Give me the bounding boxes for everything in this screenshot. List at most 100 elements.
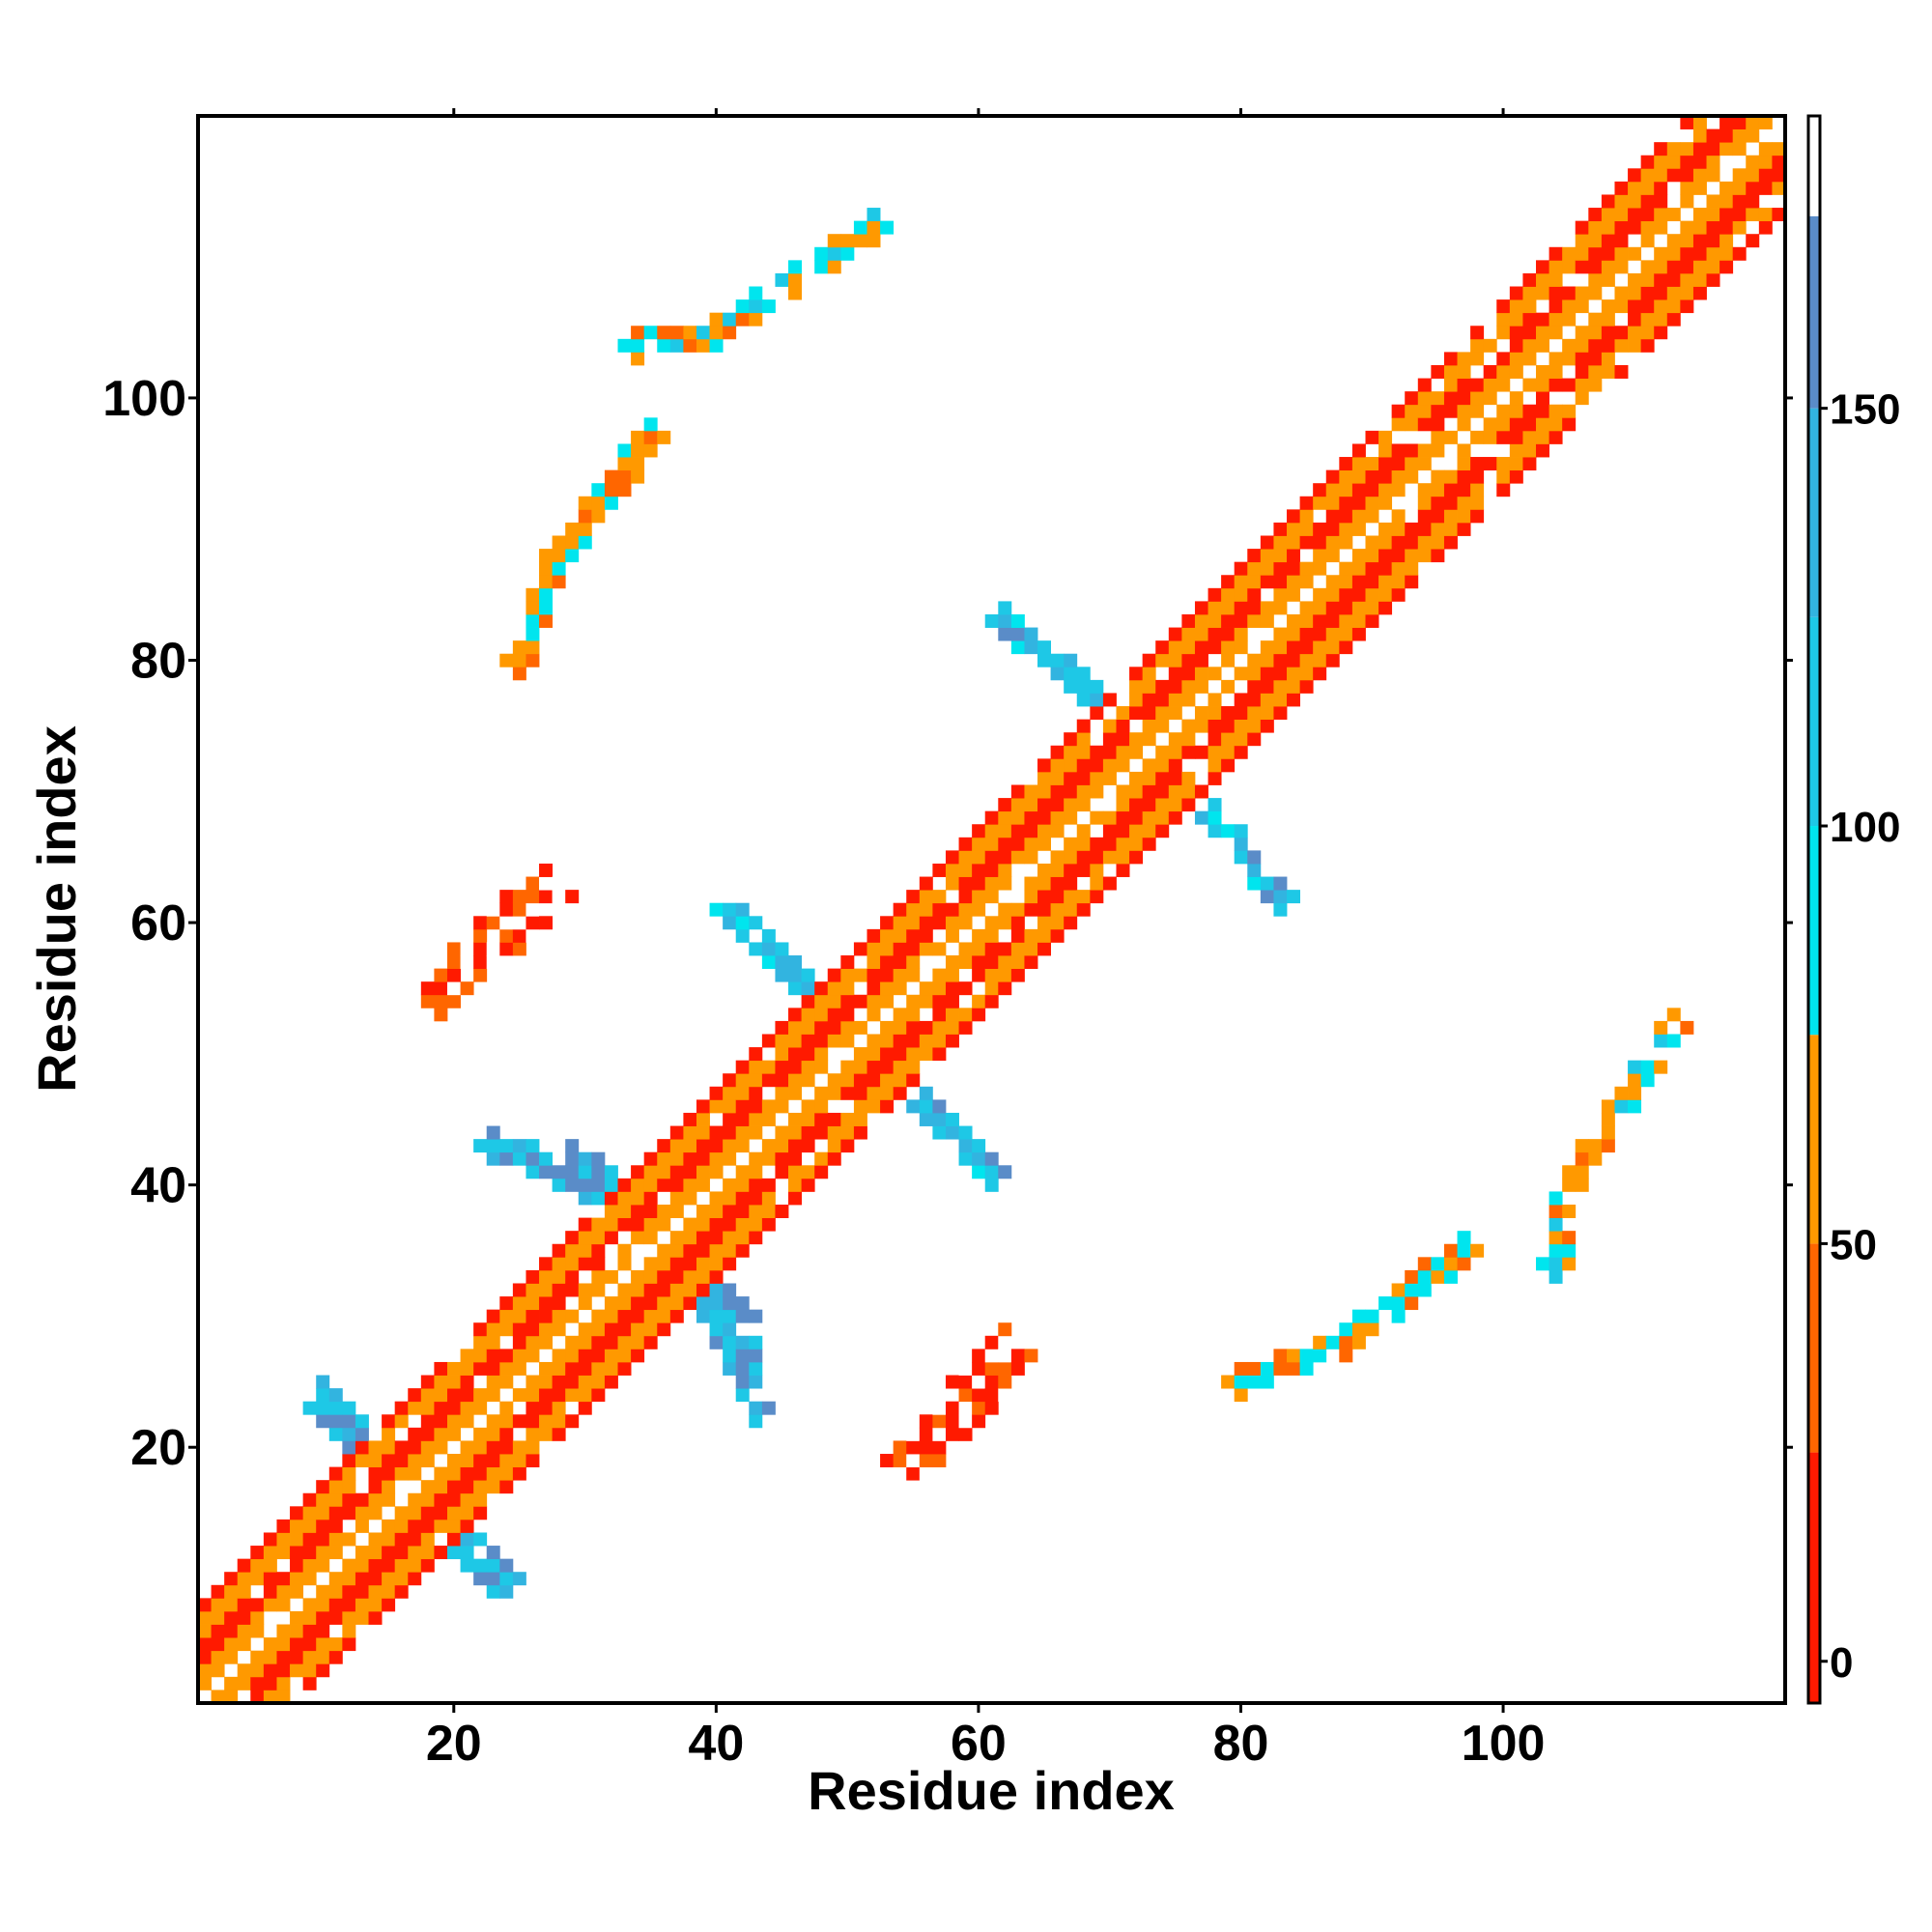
heatmap-cell [867, 1099, 881, 1114]
heatmap-cell [1064, 902, 1078, 917]
heatmap-cell [1273, 876, 1288, 891]
heatmap-cell [1588, 220, 1603, 235]
heatmap-cell [683, 338, 697, 353]
heatmap-cell [1221, 706, 1236, 721]
heatmap-cell [1746, 155, 1760, 169]
heatmap-cell [604, 1375, 618, 1389]
heatmap-cell [683, 1112, 697, 1126]
heatmap-cell [1221, 824, 1236, 838]
heatmap-cell [1772, 168, 1786, 183]
heatmap-cell [237, 1572, 251, 1586]
heatmap-cell [1575, 299, 1589, 314]
heatmap-cell [539, 1257, 554, 1271]
heatmap-cell [552, 1257, 566, 1271]
heatmap-cell [328, 1650, 343, 1664]
heatmap-cell [394, 1558, 409, 1573]
heatmap-cell [1391, 1283, 1406, 1297]
heatmap-cell [1470, 483, 1485, 497]
heatmap-cell [1102, 719, 1117, 733]
heatmap-cell [1391, 404, 1406, 418]
heatmap-cell [394, 1401, 409, 1415]
heatmap-cell [1562, 417, 1577, 432]
heatmap-cell [1064, 850, 1078, 865]
heatmap-cell [1575, 246, 1589, 261]
heatmap-cell [394, 1546, 409, 1560]
heatmap-cell [552, 561, 566, 576]
heatmap-cell [473, 1388, 488, 1403]
heatmap-cell [696, 1296, 710, 1311]
heatmap-cell [302, 1546, 317, 1560]
heatmap-cell [880, 1020, 895, 1035]
heatmap-cell [499, 1466, 514, 1481]
heatmap-cell [1168, 667, 1182, 681]
heatmap-cell [578, 1388, 592, 1403]
heatmap-cell [788, 1151, 803, 1166]
heatmap-cell [1391, 483, 1406, 497]
heatmap-cell [1378, 457, 1393, 471]
heatmap-cell [1129, 679, 1144, 694]
heatmap-cell [617, 1283, 632, 1297]
heatmap-cell [1024, 810, 1038, 825]
heatmap-cell [539, 1427, 554, 1441]
heatmap-cell [1719, 181, 1734, 195]
heatmap-cell [749, 1375, 763, 1389]
heatmap-cell [302, 1624, 317, 1638]
heatmap-cell [1129, 824, 1144, 838]
heatmap-cell [1457, 443, 1471, 458]
heatmap-cell [526, 1427, 540, 1441]
heatmap-cell [683, 1125, 697, 1140]
heatmap-cell [1562, 404, 1577, 418]
heatmap-cell [867, 1060, 881, 1074]
heatmap-cell [473, 1349, 488, 1363]
heatmap-cell [709, 1205, 724, 1218]
heatmap-cell [1692, 142, 1707, 156]
heatmap-cell [761, 1034, 776, 1048]
heatmap-cell [723, 1257, 737, 1271]
heatmap-cell [499, 1558, 514, 1573]
heatmap-cell [1010, 640, 1025, 655]
heatmap-cell [1208, 758, 1222, 773]
heatmap-cell [1548, 312, 1563, 327]
heatmap-cell [1247, 549, 1262, 563]
heatmap-cell [998, 942, 1012, 956]
heatmap-cell [617, 1349, 632, 1363]
heatmap-cell [945, 1375, 959, 1389]
heatmap-cell [788, 1125, 803, 1140]
heatmap-cell [1155, 810, 1170, 825]
heatmap-cell [1287, 653, 1300, 668]
heatmap-cell [1405, 469, 1419, 484]
heatmap-cell [263, 1690, 277, 1704]
heatmap-cell [526, 928, 540, 943]
heatmap-cell [211, 1598, 225, 1612]
heatmap-cell [1628, 326, 1642, 340]
heatmap-cell [749, 1125, 763, 1140]
heatmap-cell [669, 1205, 684, 1218]
heatmap-cell [853, 1099, 867, 1114]
heatmap-cell [631, 443, 645, 458]
heatmap-cell [434, 1480, 448, 1494]
heatmap-cell [1064, 758, 1078, 773]
heatmap-cell [1142, 732, 1156, 747]
heatmap-cell [1287, 535, 1300, 550]
heatmap-cell [1575, 338, 1589, 353]
heatmap-cell [1680, 168, 1694, 183]
heatmap-cell [1601, 1112, 1615, 1126]
heatmap-cell [1247, 601, 1262, 615]
heatmap-cell [735, 1191, 750, 1206]
heatmap-cell [394, 1454, 409, 1467]
heatmap-cell [696, 1283, 710, 1297]
heatmap-cell [1548, 1269, 1563, 1284]
heatmap-cell [1692, 116, 1707, 129]
heatmap-cell [473, 916, 488, 930]
heatmap-cell [316, 1388, 330, 1403]
heatmap-cell [1692, 246, 1707, 261]
heatmap-cell [1010, 955, 1025, 969]
heatmap-cell [643, 1309, 658, 1323]
heatmap-cell [1090, 693, 1104, 707]
heatmap-cell [1181, 732, 1196, 747]
heatmap-cell [1628, 1086, 1642, 1100]
heatmap-cell [1628, 246, 1642, 261]
heatmap-cell [382, 1532, 396, 1547]
heatmap-cell [827, 234, 841, 248]
heatmap-cell [591, 1243, 606, 1258]
